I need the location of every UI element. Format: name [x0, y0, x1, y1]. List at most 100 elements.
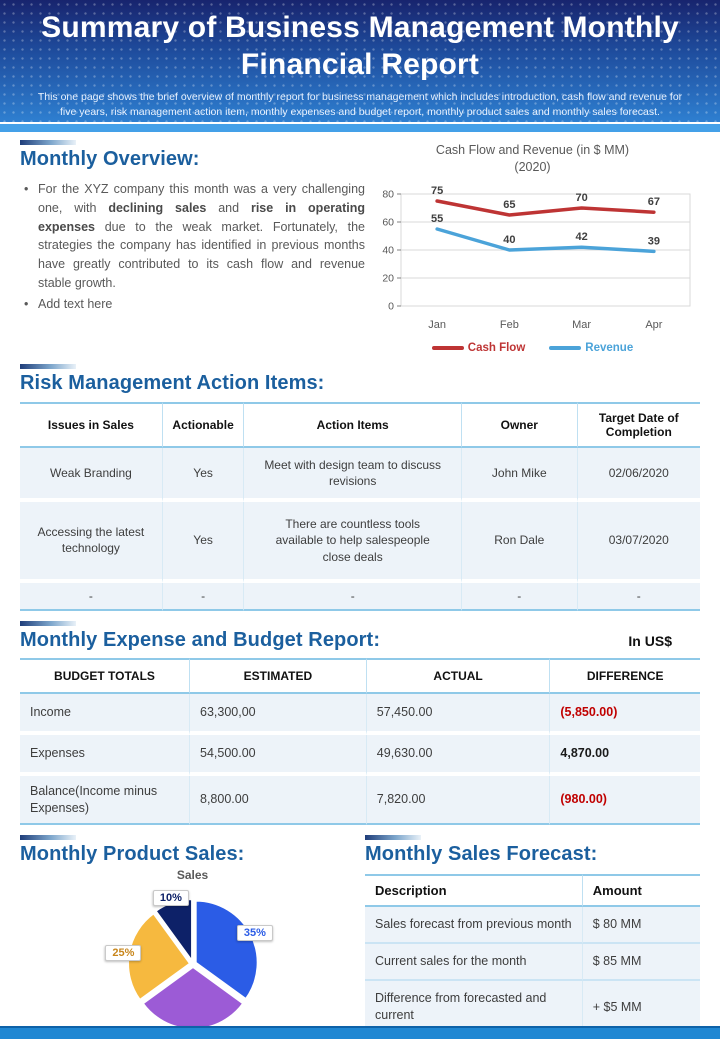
- page-title: Summary of Business Management Monthly F…: [41, 11, 679, 81]
- monthly-overview-column: Monthly Overview: • For the XYZ company …: [20, 140, 365, 354]
- risk-heading: Risk Management Action Items:: [20, 371, 325, 394]
- svg-text:0: 0: [388, 300, 394, 312]
- risk-table: Issues in Sales Actionable Action Items …: [20, 401, 700, 611]
- cash-flow-line-swatch: [431, 346, 464, 350]
- column-header: ACTUAL: [366, 657, 551, 694]
- column-header: DIFFERENCE: [550, 657, 700, 694]
- section-accent-bar: [20, 835, 76, 841]
- product-sales-panel: Monthly Product Sales: Sales 35% 30% 25%…: [20, 835, 365, 1039]
- column-header: Amount: [582, 874, 700, 908]
- currency-note: In US$: [628, 632, 672, 649]
- svg-text:75: 75: [431, 185, 443, 197]
- chart-title: Cash Flow and Revenue (in $ MM) (2020): [365, 142, 700, 176]
- column-header: BUDGET TOTALS: [20, 657, 190, 694]
- overview-bullet-list: • For the XYZ company this month was a v…: [20, 180, 365, 313]
- cell-target-date: 02/06/2020: [577, 447, 700, 503]
- overview-text-part: due to the weak market. Fortunately, the…: [38, 219, 365, 290]
- svg-text:65: 65: [503, 199, 515, 211]
- svg-text:40: 40: [382, 244, 394, 256]
- cell-issue: -: [20, 582, 163, 611]
- cell-issue: Accessing the latest technology: [20, 502, 163, 583]
- svg-text:40: 40: [503, 234, 515, 246]
- list-item: • Add text here: [24, 295, 365, 314]
- cell-actual: 49,630.00: [366, 734, 551, 776]
- column-header: Issues in Sales: [20, 401, 163, 448]
- cell-description: Sales forecast from previous month: [365, 907, 583, 945]
- column-header: Action Items: [244, 401, 462, 448]
- cell-estimated: 54,500.00: [190, 734, 367, 776]
- table-row: Current sales for the month $ 85 MM: [365, 944, 700, 982]
- overview-heading: Monthly Overview:: [20, 148, 200, 170]
- table-row: Income 63,300,00 57,450.00 (5,850.00): [20, 693, 700, 735]
- svg-text:60: 60: [382, 216, 394, 228]
- cell-owner: -: [461, 582, 578, 611]
- risk-table-header: Issues in Sales Actionable Action Items …: [20, 401, 700, 448]
- cell-actionable: Yes: [162, 502, 245, 583]
- legend-label: Revenue: [585, 341, 634, 354]
- cell-description: Current sales for the month: [365, 944, 583, 982]
- svg-text:70: 70: [576, 192, 588, 204]
- cell-budget-label: Income: [20, 693, 190, 735]
- cashflow-chart-panel: Cash Flow and Revenue (in $ MM) (2020) 0…: [365, 140, 700, 354]
- overview-placeholder-text: Add text here: [38, 296, 113, 311]
- cell-action-items: -: [244, 582, 462, 611]
- column-header: Target Date of Completion: [577, 401, 700, 448]
- cell-owner: Ron Dale: [461, 502, 578, 583]
- overview-bold-part: rise in operating expenses: [38, 200, 365, 234]
- svg-text:67: 67: [648, 196, 660, 208]
- expense-heading-row: Monthly Expense and Budget Report: In US…: [20, 629, 700, 652]
- column-header: Owner: [461, 401, 578, 448]
- expense-table-header: BUDGET TOTALS ESTIMATED ACTUAL DIFFERENC…: [20, 657, 700, 694]
- overview-text-part: For the XYZ company this month was a ver…: [38, 182, 365, 215]
- column-header: Actionable: [162, 401, 245, 448]
- risk-section: Risk Management Action Items: Issues in …: [20, 363, 700, 611]
- column-header: ESTIMATED: [190, 657, 367, 694]
- report-header: Summary of Business Management Monthly F…: [0, 0, 720, 122]
- cell-actionable: -: [162, 582, 245, 611]
- product-sales-pie-chart: 35% 30% 25% 10%: [68, 884, 318, 1039]
- cell-actionable: Yes: [162, 447, 245, 503]
- svg-text:42: 42: [576, 231, 588, 243]
- cell-budget-label: Balance(Income minus Expenses): [20, 775, 190, 826]
- svg-text:Mar: Mar: [572, 319, 591, 331]
- forecast-heading: Monthly Sales Forecast:: [365, 843, 598, 866]
- cell-difference: (5,850.00): [550, 693, 700, 735]
- cell-issue: Weak Branding: [20, 447, 163, 503]
- header-accent-strip: [0, 124, 720, 132]
- expense-table: BUDGET TOTALS ESTIMATED ACTUAL DIFFERENC…: [20, 657, 700, 826]
- list-item: • For the XYZ company this month was a v…: [24, 180, 365, 293]
- cell-action-items: Meet with design team to discuss revisio…: [244, 447, 462, 503]
- svg-text:Jan: Jan: [428, 319, 446, 331]
- cell-budget-label: Expenses: [20, 734, 190, 776]
- product-sales-heading: Monthly Product Sales:: [20, 843, 245, 866]
- cell-amount: $ 80 MM: [582, 907, 700, 945]
- footer-accent-bar: [0, 1026, 720, 1039]
- bottom-section: Monthly Product Sales: Sales 35% 30% 25%…: [20, 835, 700, 1039]
- cell-owner: John Mike: [461, 447, 578, 503]
- pie-data-label: 25%: [105, 945, 142, 962]
- legend-item-cash-flow: Cash Flow: [431, 341, 526, 354]
- cell-action-items: There are countless tools available to h…: [244, 502, 462, 583]
- chart-title-line1: Cash Flow and Revenue (in $ MM): [435, 143, 630, 157]
- chart-legend: Cash Flow Revenue: [365, 342, 700, 354]
- table-row: Sales forecast from previous month $ 80 …: [365, 907, 700, 945]
- section-accent-bar: [20, 140, 76, 145]
- cell-estimated: 63,300,00: [190, 693, 367, 735]
- cell-actual: 57,450.00: [366, 693, 551, 735]
- revenue-line-swatch: [549, 346, 582, 350]
- svg-text:20: 20: [382, 272, 394, 284]
- bullet-icon: •: [24, 296, 29, 311]
- cell-difference: 4,870.00: [550, 734, 700, 776]
- bullet-icon: •: [24, 182, 29, 196]
- overview-section: Monthly Overview: • For the XYZ company …: [20, 140, 700, 354]
- table-row: Weak Branding Yes Meet with design team …: [20, 447, 700, 503]
- table-row: Expenses 54,500.00 49,630.00 4,870.00: [20, 734, 700, 776]
- pie-data-label: 35%: [236, 924, 273, 941]
- expense-section: Monthly Expense and Budget Report: In US…: [20, 620, 700, 826]
- cashflow-revenue-line-chart: 0 20 40 60 80 Jan Feb Mar Apr 75 65 70 67 55 40 42 39: [382, 185, 691, 331]
- svg-text:Apr: Apr: [645, 319, 662, 331]
- report-body: Monthly Overview: • For the XYZ company …: [0, 140, 720, 1039]
- cell-difference: (980.00): [550, 775, 700, 826]
- legend-label: Cash Flow: [467, 341, 526, 354]
- cell-amount: $ 85 MM: [582, 944, 700, 982]
